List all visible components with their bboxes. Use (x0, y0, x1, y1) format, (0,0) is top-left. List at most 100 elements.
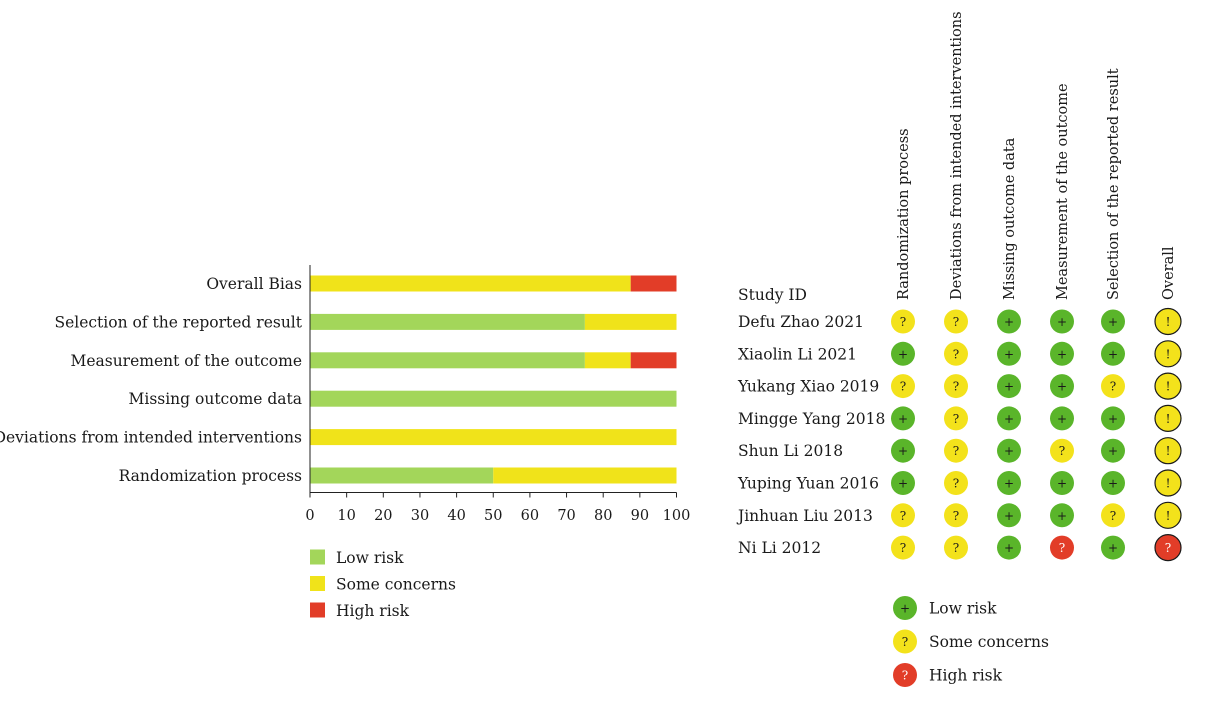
judgement-symbol: ? (900, 380, 906, 394)
judgement-symbol: + (1108, 315, 1118, 329)
judgement-dot (997, 341, 1021, 366)
judgement-dot (944, 438, 968, 463)
judgement-dot (891, 471, 915, 495)
judgement-symbol: + (1108, 444, 1118, 458)
judgement-dot (944, 341, 968, 366)
judgement-symbol: + (1108, 541, 1118, 555)
judgement-symbol: + (1108, 412, 1118, 426)
judgement-symbol: ? (953, 412, 959, 426)
judgement-symbol: ? (1059, 541, 1065, 555)
bar-segment (630, 352, 677, 369)
judgement-symbol: + (1057, 509, 1067, 523)
judgement-symbol: + (1057, 347, 1067, 361)
x-tick-label: 30 (411, 508, 429, 524)
legend-dot-symbol: + (900, 602, 910, 616)
judgement-dot (891, 503, 915, 528)
judgement-symbol: ? (1110, 380, 1116, 394)
judgement-dot (944, 471, 968, 495)
judgement-dot (891, 535, 915, 560)
x-tick-label: 90 (631, 508, 649, 524)
bar-segment (630, 275, 677, 292)
study-label: Defu Zhao 2021 (738, 313, 864, 331)
judgement-symbol: ? (1059, 444, 1065, 458)
judgement-dot (997, 503, 1021, 528)
judgement-symbol: ? (953, 477, 959, 491)
legend-label: Low risk (336, 549, 404, 567)
judgement-dot (1154, 437, 1182, 465)
bar-segment (310, 275, 631, 292)
judgement-dot (1154, 340, 1182, 368)
judgement-symbol: ? (1110, 509, 1116, 523)
judgement-dot (1154, 469, 1182, 497)
legend-label: High risk (336, 602, 410, 620)
judgement-dot (891, 309, 915, 334)
study-label: Yuping Yuan 2016 (737, 475, 879, 493)
judgement-dot (997, 374, 1021, 399)
judgement-symbol: ? (953, 509, 959, 523)
judgement-symbol: ? (953, 380, 959, 394)
judgement-symbol: ? (1165, 541, 1171, 555)
legend-label: Some concerns (929, 633, 1049, 651)
judgement-dot (1101, 406, 1125, 431)
judgement-symbol: ? (953, 315, 959, 329)
bar-segment (310, 429, 677, 446)
legend-label: High risk (929, 667, 1003, 685)
judgement-dot (997, 406, 1021, 431)
judgement-dot (1050, 438, 1074, 463)
bar-segment (310, 390, 677, 407)
bar-segment (584, 313, 677, 330)
judgement-dot (1154, 501, 1182, 529)
judgement-symbol: ! (1166, 412, 1171, 426)
x-tick-label: 80 (594, 508, 612, 524)
legend-dot (893, 629, 917, 654)
judgement-dot (944, 503, 968, 528)
judgement-dot (1101, 341, 1125, 366)
legend-dot-symbol: ? (902, 669, 908, 683)
judgement-dot (1050, 309, 1074, 334)
legend-dot (893, 596, 917, 620)
judgement-symbol: + (1004, 315, 1014, 329)
judgement-dot (944, 374, 968, 399)
judgement-dot (1101, 438, 1125, 463)
judgement-symbol: + (1057, 477, 1067, 491)
judgement-symbol: + (1004, 541, 1014, 555)
judgement-symbol: + (1057, 315, 1067, 329)
judgement-dot (891, 341, 915, 366)
judgement-symbol: + (1004, 412, 1014, 426)
column-header: Overall (1161, 246, 1177, 300)
judgement-dot (944, 309, 968, 334)
judgement-dot (944, 406, 968, 431)
study-label: Jinhuan Liu 2013 (736, 507, 873, 525)
judgement-symbol: + (898, 477, 908, 491)
category-label: Missing outcome data (128, 390, 302, 408)
judgement-symbol: + (1004, 444, 1014, 458)
judgement-dot (944, 535, 968, 560)
legend-label: Some concerns (336, 576, 456, 594)
judgement-dot (997, 471, 1021, 495)
judgement-symbol: ! (1166, 509, 1171, 523)
x-tick-label: 10 (337, 508, 355, 524)
judgement-dot (1101, 535, 1125, 560)
legend-swatch (310, 602, 325, 618)
judgement-dot (891, 374, 915, 399)
judgement-symbol: ! (1166, 444, 1171, 458)
judgement-symbol: + (1057, 380, 1067, 394)
judgement-symbol: ! (1166, 477, 1171, 491)
bar-segment (584, 352, 631, 369)
row-header: Study ID (738, 286, 807, 304)
judgement-symbol: + (1004, 380, 1014, 394)
judgement-dot (997, 438, 1021, 463)
x-tick-label: 60 (521, 508, 539, 524)
study-label: Yukang Xiao 2019 (737, 378, 879, 396)
bar-segment (310, 467, 494, 484)
judgement-symbol: ? (900, 541, 906, 555)
legend-swatch (310, 576, 325, 591)
judgement-dot (1050, 341, 1074, 366)
judgement-dot (1050, 406, 1074, 431)
judgement-symbol: + (898, 347, 908, 361)
judgement-dot (1154, 307, 1182, 336)
judgement-symbol: + (1004, 477, 1014, 491)
judgement-symbol: + (1004, 347, 1014, 361)
bar-segment (493, 467, 677, 484)
